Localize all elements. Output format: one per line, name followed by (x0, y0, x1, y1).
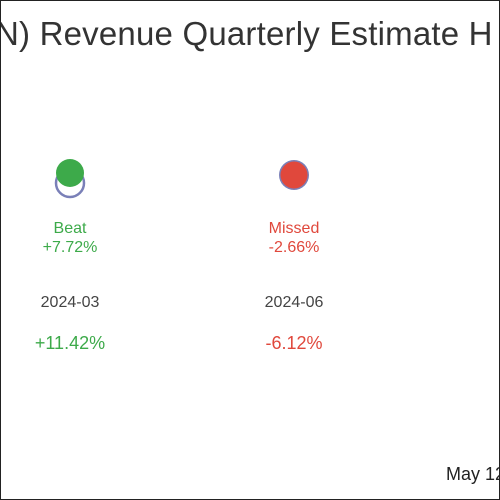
result-status-label: Beat (54, 220, 87, 237)
price-move-label: +11.42% (35, 333, 105, 353)
surprise-percent-label: +7.72% (43, 239, 98, 256)
surprise-percent-label: -2.66% (269, 239, 320, 256)
result-status-label: Missed (269, 220, 320, 237)
quarter-column: Missed -2.66% 2024-06 -6.12% (265, 160, 324, 353)
report-date: May 12 (445, 464, 500, 484)
chart-title: N) Revenue Quarterly Estimate H (0, 15, 493, 52)
quarter-date-label: 2024-06 (265, 294, 324, 311)
price-move-label: -6.12% (265, 333, 322, 353)
actual-marker (56, 159, 84, 187)
quarter-column: Beat +7.72% 2024-03 +11.42% (35, 159, 105, 353)
actual-marker (280, 161, 308, 189)
quarter-date-label: 2024-03 (41, 294, 100, 311)
